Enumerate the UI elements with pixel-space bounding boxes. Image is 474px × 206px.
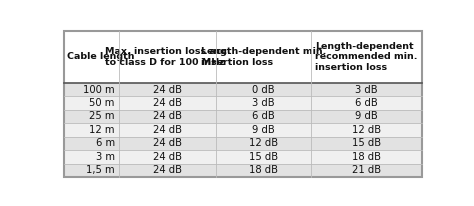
Text: 24 dB: 24 dB <box>153 111 182 122</box>
Text: 100 m: 100 m <box>83 85 115 95</box>
Text: 24 dB: 24 dB <box>153 165 182 175</box>
Bar <box>64 83 422 96</box>
Text: 18 dB: 18 dB <box>249 165 278 175</box>
Bar <box>64 123 422 137</box>
Text: 6 m: 6 m <box>96 138 115 148</box>
Text: 24 dB: 24 dB <box>153 98 182 108</box>
Text: 24 dB: 24 dB <box>153 85 182 95</box>
Text: 12 dB: 12 dB <box>352 125 381 135</box>
Text: Max. insertion loss acc.
to class D for 100 MHz: Max. insertion loss acc. to class D for … <box>105 47 230 67</box>
Bar <box>64 164 422 177</box>
Text: 12 m: 12 m <box>89 125 115 135</box>
Text: 50 m: 50 m <box>90 98 115 108</box>
Text: 15 dB: 15 dB <box>352 138 381 148</box>
Text: 3 dB: 3 dB <box>356 85 378 95</box>
Text: 6 dB: 6 dB <box>252 111 275 122</box>
Text: 18 dB: 18 dB <box>352 152 381 162</box>
Text: 24 dB: 24 dB <box>153 138 182 148</box>
Text: 9 dB: 9 dB <box>252 125 275 135</box>
Bar <box>64 96 422 110</box>
Text: Cable length: Cable length <box>66 53 134 61</box>
Text: 3 m: 3 m <box>96 152 115 162</box>
Text: 24 dB: 24 dB <box>153 152 182 162</box>
Bar <box>64 31 422 83</box>
Text: 12 dB: 12 dB <box>249 138 278 148</box>
Text: 0 dB: 0 dB <box>252 85 275 95</box>
Text: Length-dependent min.
insertion loss: Length-dependent min. insertion loss <box>201 47 326 67</box>
Text: 15 dB: 15 dB <box>249 152 278 162</box>
Bar <box>64 150 422 164</box>
Bar <box>64 137 422 150</box>
Text: 3 dB: 3 dB <box>252 98 275 108</box>
Text: 6 dB: 6 dB <box>355 98 378 108</box>
Text: 25 m: 25 m <box>89 111 115 122</box>
Text: Length-dependent
recommended min.
insertion loss: Length-dependent recommended min. insert… <box>315 42 418 72</box>
Text: 9 dB: 9 dB <box>355 111 378 122</box>
Text: 24 dB: 24 dB <box>153 125 182 135</box>
Text: 21 dB: 21 dB <box>352 165 381 175</box>
Text: 1,5 m: 1,5 m <box>86 165 115 175</box>
Bar <box>64 110 422 123</box>
